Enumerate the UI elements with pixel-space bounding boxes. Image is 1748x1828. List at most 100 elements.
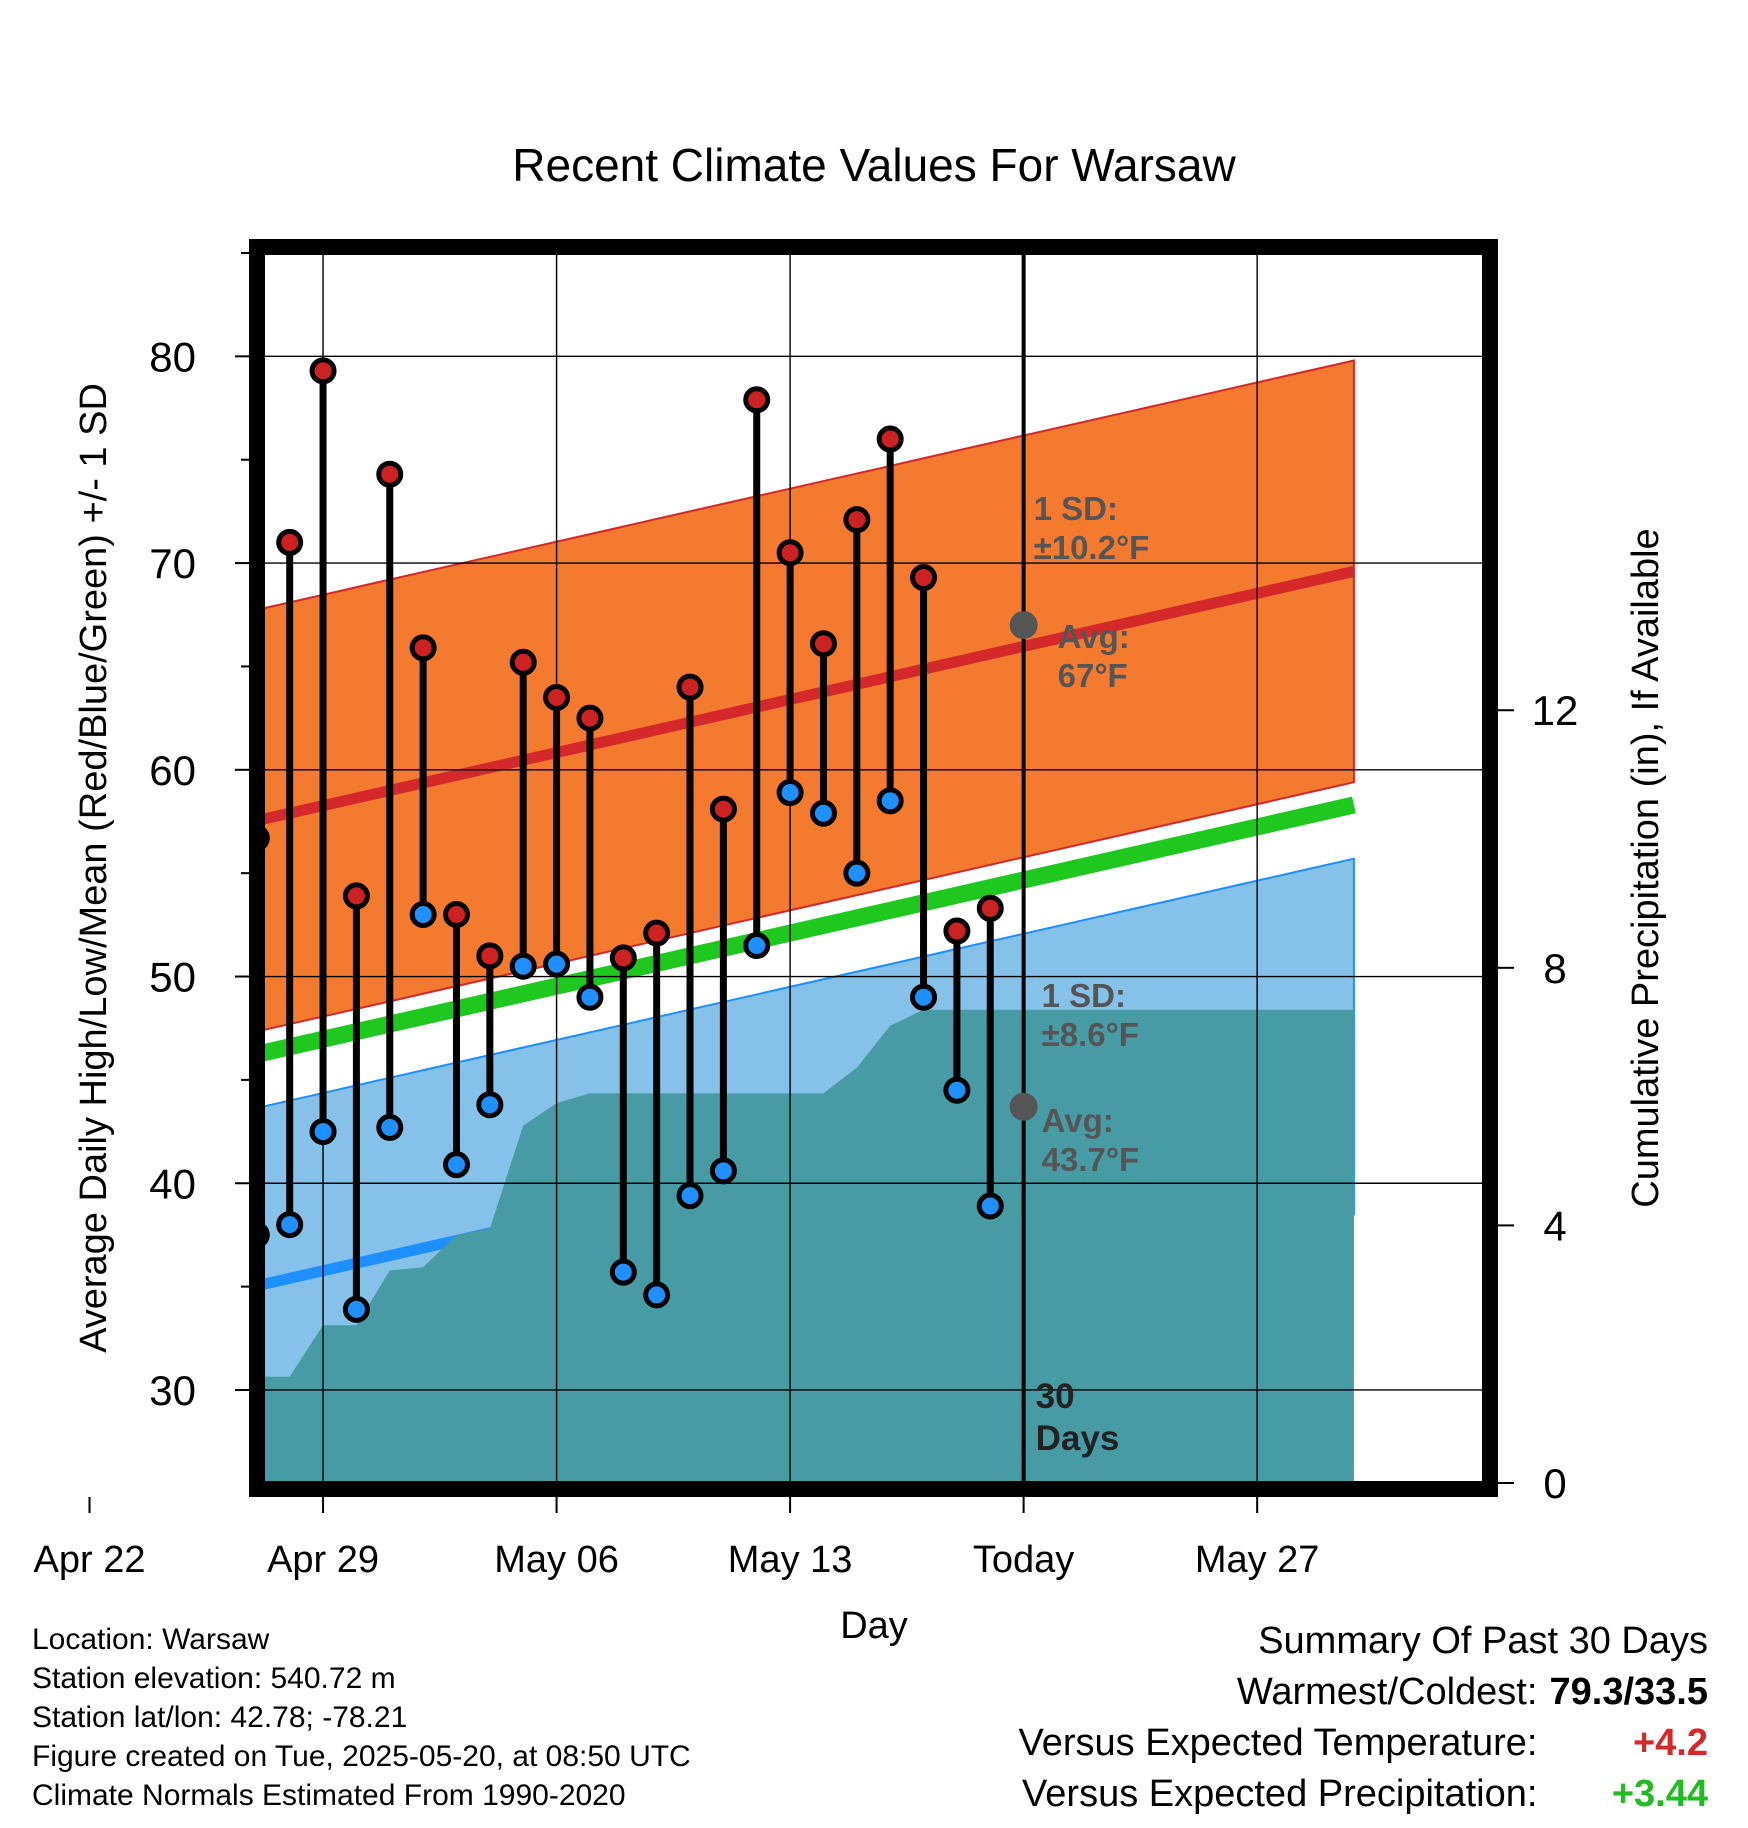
low-point [45, 1193, 67, 1215]
high-point [12, 966, 34, 988]
low-point [342, 1295, 370, 1323]
high-point [876, 425, 904, 453]
low-point [409, 901, 437, 929]
y-tick-label: 40 [149, 1160, 196, 1207]
low-point [843, 859, 871, 887]
high-avg-label: Avg: [1058, 618, 1130, 655]
low-point [676, 1182, 704, 1210]
warmest-coldest-value: 79.3/33.5 [1549, 1671, 1708, 1713]
high-point [276, 528, 304, 556]
high-point [376, 460, 404, 488]
high-point [476, 942, 504, 970]
summary-extremes: Warmest/Coldest: 79.3/33.5 [1019, 1667, 1708, 1718]
normals-source-text: Climate Normals Estimated From 1990-2020 [32, 1779, 626, 1812]
warmest-coldest-label: Warmest/Coldest: [1236, 1671, 1538, 1713]
high-point [776, 539, 804, 567]
created-text: Figure created on Tue, 2025-05-20, at 08… [32, 1740, 691, 1773]
summary-panel: Summary Of Past 30 Days Warmest/Coldest:… [1019, 1616, 1708, 1820]
high-mean-line [263, 565, 1356, 825]
summary-title: Summary Of Past 30 Days [1258, 1620, 1708, 1662]
today-low-avg-marker [1009, 1092, 1038, 1121]
x-axis-label: Day [840, 1605, 908, 1647]
location-text: Location: Warsaw [32, 1623, 270, 1656]
low-point [809, 799, 837, 827]
low-point [12, 1307, 34, 1329]
low-point [543, 950, 571, 978]
high-point [576, 704, 604, 732]
low-point [609, 1258, 637, 1286]
low-point [576, 983, 604, 1011]
high-point [676, 673, 704, 701]
high-point [843, 506, 871, 534]
y-tick-label: 50 [149, 954, 196, 1001]
high-point [643, 919, 671, 947]
high-point [809, 630, 837, 658]
days-label-text: Days [1036, 1419, 1120, 1458]
y-tick-label: 80 [149, 333, 196, 380]
high-avg-value: 67°F [1058, 657, 1128, 694]
low-sd-value: ±8.6°F [1042, 1016, 1139, 1053]
y-tick-label: 30 [149, 1367, 196, 1414]
low-point [910, 983, 938, 1011]
high-point [709, 795, 737, 823]
high-point [45, 593, 67, 615]
low-point [643, 1281, 671, 1309]
high-point [145, 449, 167, 471]
low-point [709, 1157, 737, 1185]
low-point [743, 932, 771, 960]
x-tick-label: Today [973, 1539, 1074, 1581]
high-point [943, 917, 971, 945]
x-tick-label: May 27 [1195, 1539, 1320, 1581]
x-tick-label: Apr 29 [267, 1539, 379, 1581]
y2-tick-label: 4 [1543, 1202, 1566, 1249]
axes: 30 40 50 60 70 80 0 4 8 12 Apr 22 Apr 29 May 06 May 1… [34, 252, 1579, 1581]
high-point [212, 796, 234, 818]
low-point [776, 779, 804, 807]
high-point [179, 631, 201, 653]
low-point [112, 1201, 134, 1223]
y-tick-label: 70 [149, 540, 196, 587]
y2-tick-label: 0 [1543, 1460, 1566, 1507]
low-point [309, 1118, 337, 1146]
high-point [743, 386, 771, 414]
precip-anomaly-label: Versus Expected Precipitation: [1022, 1773, 1538, 1815]
mean-line [263, 796, 1356, 1062]
low-point [376, 1113, 404, 1141]
elevation-text: Station elevation: 540.72 m [32, 1662, 396, 1695]
x-tick-label: May 13 [728, 1539, 853, 1581]
y-tick-label: 60 [149, 747, 196, 794]
high-point [543, 683, 571, 711]
high-point [342, 882, 370, 910]
summary-temp: Versus Expected Temperature: +4.2 [1019, 1718, 1708, 1769]
low-point [476, 1091, 504, 1119]
low-point [276, 1211, 304, 1239]
y2-axis-label: Cumulative Precipitation (in), If Availa… [1625, 528, 1667, 1207]
high-point [442, 901, 470, 929]
summary-precip: Versus Expected Precipitation: +3.44 [1019, 1769, 1708, 1820]
high-point [609, 944, 637, 972]
high-point [409, 634, 437, 662]
x-tick-label: May 06 [494, 1539, 619, 1581]
today-high-avg-marker [1009, 611, 1038, 640]
y2-tick-label: 8 [1543, 945, 1566, 992]
high-point [976, 894, 1004, 922]
low-point [145, 924, 167, 946]
temp-anomaly-value: +4.2 [1632, 1722, 1708, 1764]
station-info: Location: Warsaw Station elevation: 540.… [32, 1620, 691, 1815]
y2-tick-label: 12 [1532, 687, 1579, 734]
days-label-number: 30 [1036, 1377, 1075, 1416]
high-point [509, 648, 537, 676]
high-point [112, 631, 134, 653]
low-avg-label: Avg: [1042, 1102, 1114, 1139]
high-sd-value: ±10.2°F [1034, 529, 1150, 566]
high-point [309, 357, 337, 385]
precip-area [263, 1009, 1354, 1483]
low-point [442, 1151, 470, 1179]
low-point [943, 1076, 971, 1104]
low-point [179, 879, 201, 901]
chart-title: Recent Climate Values For Warsaw [512, 139, 1236, 191]
x-tick-label: Apr 22 [34, 1539, 146, 1581]
low-point [212, 1253, 234, 1275]
